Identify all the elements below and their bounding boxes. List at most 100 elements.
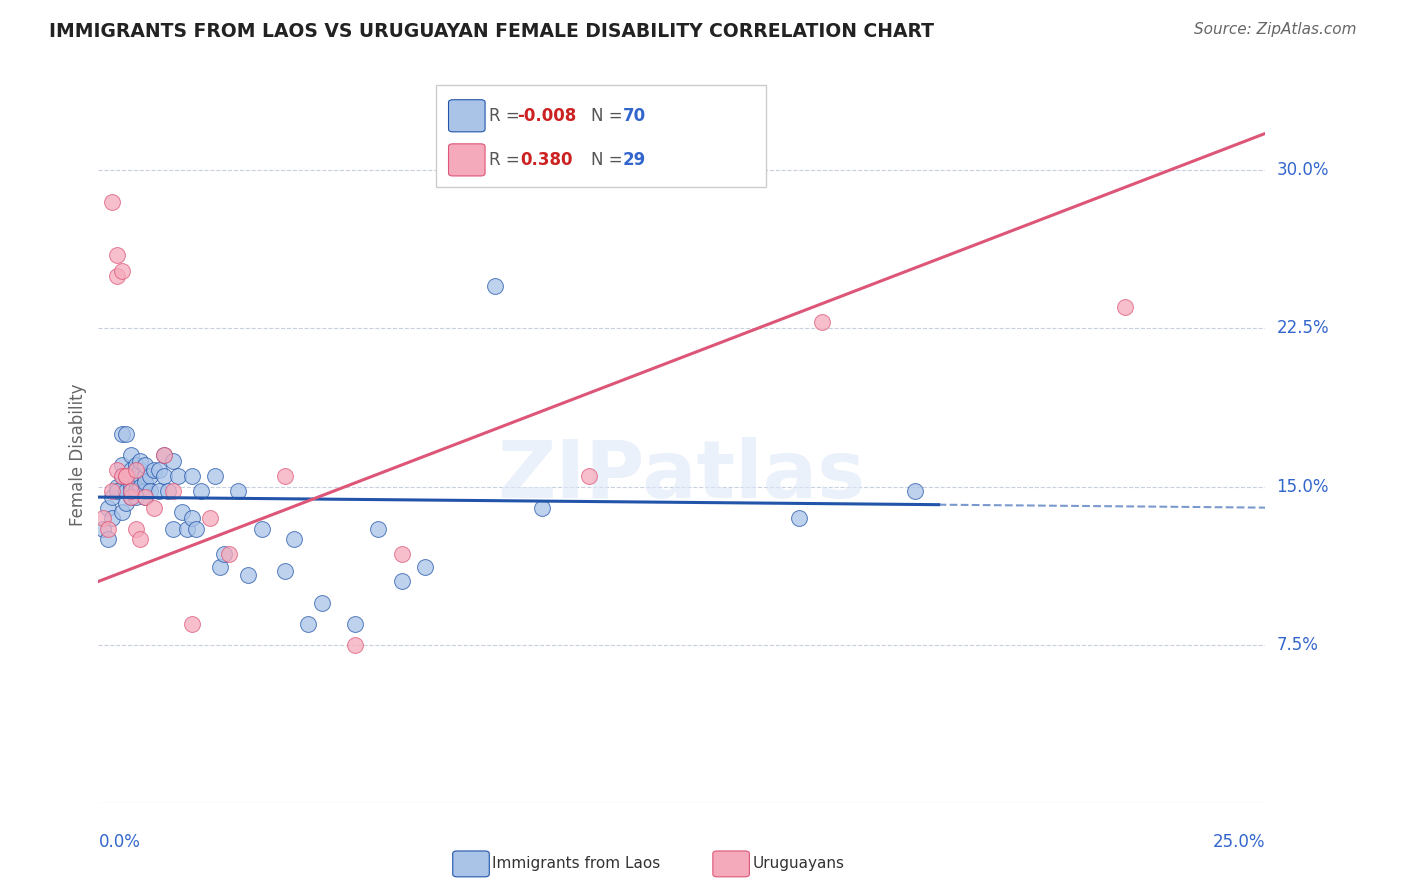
Text: 29: 29 — [623, 151, 647, 169]
Point — [129, 533, 152, 547]
Point — [1114, 301, 1136, 315]
Text: N =: N = — [591, 151, 627, 169]
Point — [111, 458, 134, 473]
Point — [236, 568, 259, 582]
Point — [134, 475, 156, 490]
Text: 30.0%: 30.0% — [1277, 161, 1329, 179]
Point — [134, 469, 156, 483]
Point — [120, 483, 142, 498]
Point — [180, 469, 202, 483]
Point — [250, 522, 273, 536]
Point — [297, 616, 319, 631]
Text: IMMIGRANTS FROM LAOS VS URUGUAYAN FEMALE DISABILITY CORRELATION CHART: IMMIGRANTS FROM LAOS VS URUGUAYAN FEMALE… — [49, 22, 934, 41]
Point — [214, 547, 236, 561]
Point — [530, 500, 553, 515]
Point — [111, 264, 134, 278]
Point — [105, 268, 128, 283]
Point — [129, 479, 152, 493]
Point — [120, 448, 142, 462]
Point — [157, 483, 180, 498]
Point — [97, 500, 120, 515]
Point — [120, 469, 142, 483]
Point — [180, 616, 202, 631]
Point — [228, 483, 250, 498]
Point — [152, 448, 174, 462]
Point — [274, 564, 297, 578]
Point — [143, 463, 166, 477]
Point — [148, 483, 170, 498]
Point — [101, 194, 124, 209]
Point — [218, 547, 240, 561]
Point — [97, 522, 120, 536]
Point — [162, 454, 184, 468]
Text: 0.380: 0.380 — [520, 151, 572, 169]
Point — [152, 448, 174, 462]
Point — [200, 511, 222, 525]
Point — [125, 483, 148, 498]
Point — [152, 469, 174, 483]
Point — [120, 463, 142, 477]
Point — [208, 559, 231, 574]
Point — [101, 483, 124, 498]
Point — [162, 483, 184, 498]
Point — [111, 426, 134, 441]
Point — [120, 490, 142, 504]
Text: R =: R = — [489, 151, 526, 169]
Point — [134, 458, 156, 473]
Point — [143, 500, 166, 515]
Point — [413, 559, 436, 574]
Point — [91, 522, 114, 536]
Point — [129, 454, 152, 468]
Point — [125, 463, 148, 477]
Point — [105, 479, 128, 493]
Point — [484, 279, 506, 293]
Point — [125, 475, 148, 490]
Point — [787, 511, 810, 525]
Point — [148, 463, 170, 477]
Point — [115, 483, 138, 498]
Point — [134, 483, 156, 498]
Point — [105, 463, 128, 477]
Point — [190, 483, 212, 498]
Point — [115, 469, 138, 483]
Point — [186, 522, 208, 536]
Point — [391, 574, 413, 589]
Point — [125, 522, 148, 536]
Point — [101, 511, 124, 525]
Point — [97, 533, 120, 547]
Point — [125, 463, 148, 477]
Point — [120, 490, 142, 504]
Point — [111, 469, 134, 483]
Point — [111, 469, 134, 483]
Y-axis label: Female Disability: Female Disability — [69, 384, 87, 526]
Text: Uruguayans: Uruguayans — [752, 856, 844, 871]
Text: Immigrants from Laos: Immigrants from Laos — [492, 856, 661, 871]
Text: R =: R = — [489, 107, 526, 125]
Text: Source: ZipAtlas.com: Source: ZipAtlas.com — [1194, 22, 1357, 37]
Point — [811, 315, 834, 329]
Point — [115, 469, 138, 483]
Text: 22.5%: 22.5% — [1277, 319, 1329, 337]
Point — [176, 522, 198, 536]
Point — [134, 490, 156, 504]
Text: 7.5%: 7.5% — [1277, 636, 1319, 654]
Point — [105, 247, 128, 261]
Point — [139, 469, 162, 483]
Text: 0.0%: 0.0% — [98, 833, 141, 851]
Point — [120, 483, 142, 498]
Point — [344, 638, 367, 652]
Point — [125, 490, 148, 504]
Point — [578, 469, 600, 483]
Point — [115, 426, 138, 441]
Point — [139, 483, 162, 498]
Point — [344, 616, 367, 631]
Point — [91, 511, 114, 525]
Point — [166, 469, 188, 483]
Point — [125, 458, 148, 473]
Point — [391, 547, 413, 561]
Point — [162, 522, 184, 536]
Point — [105, 483, 128, 498]
Point — [120, 479, 142, 493]
Text: 70: 70 — [623, 107, 645, 125]
Point — [115, 469, 138, 483]
